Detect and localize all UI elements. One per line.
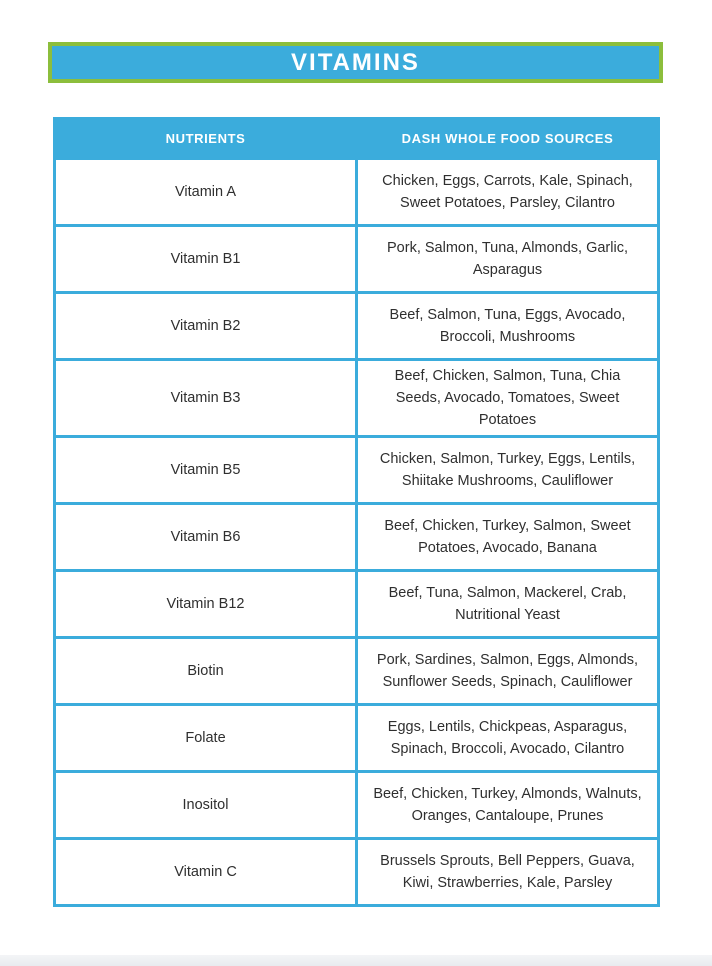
nutrient-cell: Vitamin B1 (53, 224, 358, 294)
sources-cell: Beef, Chicken, Turkey, Salmon, Sweet Pot… (355, 502, 660, 572)
nutrient-cell: Vitamin B12 (53, 569, 358, 639)
title-banner: VITAMINS (48, 42, 663, 83)
nutrient-cell: Folate (53, 703, 358, 773)
nutrient-cell: Biotin (53, 636, 358, 706)
table-row: Vitamin B12 Beef, Tuna, Salmon, Mackerel… (53, 569, 660, 639)
table-row: Inositol Beef, Chicken, Turkey, Almonds,… (53, 770, 660, 840)
table-row: Vitamin A Chicken, Eggs, Carrots, Kale, … (53, 157, 660, 227)
sources-cell: Eggs, Lentils, Chickpeas, Asparagus, Spi… (355, 703, 660, 773)
sources-cell: Chicken, Salmon, Turkey, Eggs, Lentils, … (355, 435, 660, 505)
nutrient-cell: Vitamin B5 (53, 435, 358, 505)
sources-cell: Pork, Sardines, Salmon, Eggs, Almonds, S… (355, 636, 660, 706)
vitamins-table: NUTRIENTS DASH WHOLE FOOD SOURCES Vitami… (53, 117, 660, 907)
page-bottom-edge (0, 955, 712, 966)
column-header-nutrients: NUTRIENTS (53, 117, 358, 160)
nutrient-cell: Vitamin C (53, 837, 358, 907)
table-row: Biotin Pork, Sardines, Salmon, Eggs, Alm… (53, 636, 660, 706)
column-header-sources: DASH WHOLE FOOD SOURCES (355, 117, 660, 160)
table-row: Vitamin C Brussels Sprouts, Bell Peppers… (53, 837, 660, 907)
table-body: Vitamin A Chicken, Eggs, Carrots, Kale, … (53, 157, 660, 907)
nutrient-cell: Vitamin A (53, 157, 358, 227)
nutrient-cell: Vitamin B3 (53, 358, 358, 438)
header-row: NUTRIENTS DASH WHOLE FOOD SOURCES (53, 117, 660, 160)
nutrient-cell: Inositol (53, 770, 358, 840)
table-row: Vitamin B2 Beef, Salmon, Tuna, Eggs, Avo… (53, 291, 660, 361)
table-row: Vitamin B1 Pork, Salmon, Tuna, Almonds, … (53, 224, 660, 294)
sources-cell: Beef, Salmon, Tuna, Eggs, Avocado, Brocc… (355, 291, 660, 361)
sources-cell: Beef, Chicken, Turkey, Almonds, Walnuts,… (355, 770, 660, 840)
sources-cell: Chicken, Eggs, Carrots, Kale, Spinach, S… (355, 157, 660, 227)
page-title: VITAMINS (291, 48, 420, 76)
sources-cell: Beef, Chicken, Salmon, Tuna, Chia Seeds,… (355, 358, 660, 438)
nutrient-cell: Vitamin B6 (53, 502, 358, 572)
sources-cell: Beef, Tuna, Salmon, Mackerel, Crab, Nutr… (355, 569, 660, 639)
sources-cell: Pork, Salmon, Tuna, Almonds, Garlic, Asp… (355, 224, 660, 294)
table-row: Vitamin B6 Beef, Chicken, Turkey, Salmon… (53, 502, 660, 572)
table-row: Vitamin B3 Beef, Chicken, Salmon, Tuna, … (53, 358, 660, 438)
nutrient-cell: Vitamin B2 (53, 291, 358, 361)
table-header: NUTRIENTS DASH WHOLE FOOD SOURCES (53, 117, 660, 160)
table-row: Vitamin B5 Chicken, Salmon, Turkey, Eggs… (53, 435, 660, 505)
sources-cell: Brussels Sprouts, Bell Peppers, Guava, K… (355, 837, 660, 907)
table-row: Folate Eggs, Lentils, Chickpeas, Asparag… (53, 703, 660, 773)
